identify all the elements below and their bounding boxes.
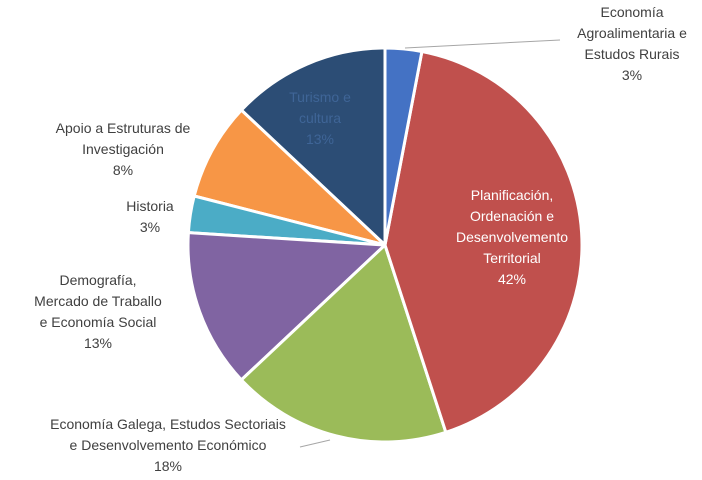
- value-label: 13%: [83, 335, 113, 351]
- slice-label: Apoio a Estruturas de Investigación 8%: [56, 118, 191, 181]
- category-label: Historia: [126, 198, 174, 214]
- pie-slice: [239, 242, 448, 444]
- value-label: 3%: [139, 219, 161, 235]
- slice-label: Historia 3%: [126, 196, 173, 238]
- slice-label: Economía Galega, Estudos Sectoriais e De…: [50, 414, 286, 477]
- value-label: 8%: [112, 162, 134, 178]
- category-label: Planificación, Ordenación e Desenvolveme…: [455, 187, 569, 266]
- category-label: Apoio a Estruturas de Investigación: [55, 120, 191, 157]
- leader-line: [299, 439, 331, 448]
- category-label: Turismo e cultura: [289, 89, 351, 126]
- pie-slice: [239, 46, 387, 249]
- value-label: 13%: [305, 131, 335, 147]
- category-label: Economía Galega, Estudos Sectoriais e De…: [50, 416, 286, 453]
- pie-slice: [192, 108, 387, 247]
- category-label: Demografía, Mercado de Traballo e Econom…: [34, 272, 162, 330]
- slice-label: Planificación, Ordenación e Desenvolveme…: [456, 185, 568, 290]
- slice-label: Economía Agroalimentaria e Estudos Rurai…: [577, 2, 687, 86]
- leader-line: [404, 39, 561, 49]
- value-label: 3%: [621, 67, 643, 83]
- pie-slice: [186, 231, 389, 382]
- value-label: 18%: [153, 458, 183, 474]
- slice-label: Demografía, Mercado de Traballo e Econom…: [34, 270, 162, 354]
- pie-slice: [383, 46, 424, 246]
- value-label: 42%: [497, 271, 527, 287]
- category-label: Economía Agroalimentaria e Estudos Rurai…: [577, 4, 687, 62]
- pie-slice: [383, 49, 584, 435]
- slice-label: Turismo e cultura 13%: [289, 87, 351, 150]
